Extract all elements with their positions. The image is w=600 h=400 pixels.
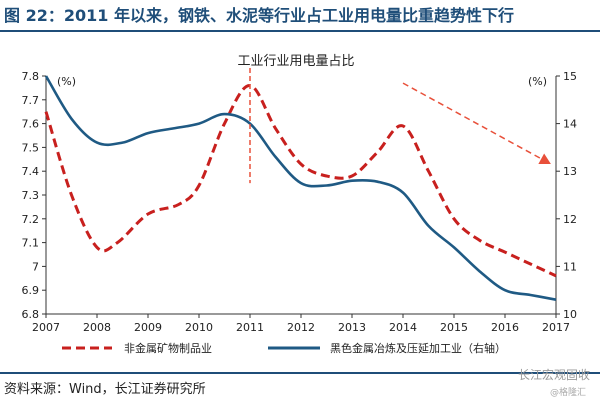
right-axis-tick-label: 10 — [563, 308, 577, 321]
x-axis-tick-label: 2016 — [491, 321, 519, 334]
left-axis-tick-label: 7.1 — [22, 237, 40, 250]
right-axis-tick-label: 14 — [563, 118, 577, 131]
left-axis-tick-label: 7.6 — [22, 118, 40, 131]
left-axis-tick-label: 7 — [32, 260, 39, 273]
series-line-right-axis — [44, 75, 557, 301]
left-axis-tick-label: 6.8 — [22, 308, 40, 321]
left-axis-tick-label: 6.9 — [22, 284, 40, 297]
legend-label-right-series: 黑色金属冶炼及压延加工业（右轴） — [330, 341, 506, 355]
right-axis-tick-label: 11 — [563, 260, 577, 273]
right-axis-tick-label: 13 — [563, 165, 577, 178]
right-axis-tick-label: 12 — [563, 213, 577, 226]
x-axis-tick-label: 2008 — [83, 321, 111, 334]
x-axis-tick-label: 2014 — [389, 321, 417, 334]
watermark-subtext: @格隆汇 — [549, 388, 586, 398]
chart-title: 工业行业用电量占比 — [237, 54, 354, 69]
right-axis-ticks: 10 11 12 13 14 15 — [556, 70, 577, 321]
x-axis-tick-label: 2011 — [236, 321, 264, 334]
series-lines — [44, 75, 557, 301]
x-axis-tick-label: 2015 — [440, 321, 468, 334]
left-axis-tick-label: 7.8 — [22, 70, 40, 83]
trend-arrow-shaft — [402, 82, 552, 165]
left-axis-ticks: 6.8 6.9 7 7.1 7.2 7.3 7.4 7.5 7.6 7.7 7.8 — [22, 70, 46, 321]
chart-axes — [45, 76, 557, 315]
trend-arrow-head — [538, 153, 551, 165]
right-axis-unit: (%) — [528, 75, 547, 88]
left-axis-tick-label: 7.2 — [22, 213, 40, 226]
title-rule — [0, 30, 600, 32]
right-axis-tick-label: 15 — [563, 70, 577, 83]
left-axis-tick-label: 7.4 — [22, 165, 40, 178]
chart-annotations — [249, 68, 552, 184]
legend-label-left-series: 非金属矿物制品业 — [124, 341, 212, 355]
x-axis-tick-label: 2012 — [287, 321, 315, 334]
series-line-left-axis — [44, 84, 557, 278]
x-axis-ticks: 2007 2008 2009 2010 2011 2012 2013 2014 2015 2016… — [32, 314, 570, 334]
footer-rule — [0, 372, 600, 374]
dual-axis-line-chart: 6.8 6.9 7 7.1 7.2 7.3 7.4 7.5 7.6 7.7 7.8 10 11 12 13… — [22, 54, 578, 355]
watermark-text: 长江宏观固收 — [517, 368, 590, 382]
x-axis-tick-label: 2007 — [32, 321, 60, 334]
left-axis-tick-label: 7.3 — [22, 189, 40, 202]
x-axis-tick-label: 2013 — [338, 321, 366, 334]
source-note: 资料来源：Wind，长江证券研究所 — [4, 382, 206, 397]
x-axis-tick-label: 2009 — [134, 321, 162, 334]
x-axis-tick-label: 2010 — [185, 321, 213, 334]
figure-title: 图 22：2011 年以来，钢铁、水泥等行业占工业用电量比重趋势性下行 — [4, 6, 514, 25]
x-axis-tick-label: 2017 — [542, 321, 570, 334]
left-axis-unit: (%) — [57, 75, 76, 88]
left-axis-tick-label: 7.7 — [22, 94, 40, 107]
left-axis-tick-label: 7.5 — [22, 141, 40, 154]
